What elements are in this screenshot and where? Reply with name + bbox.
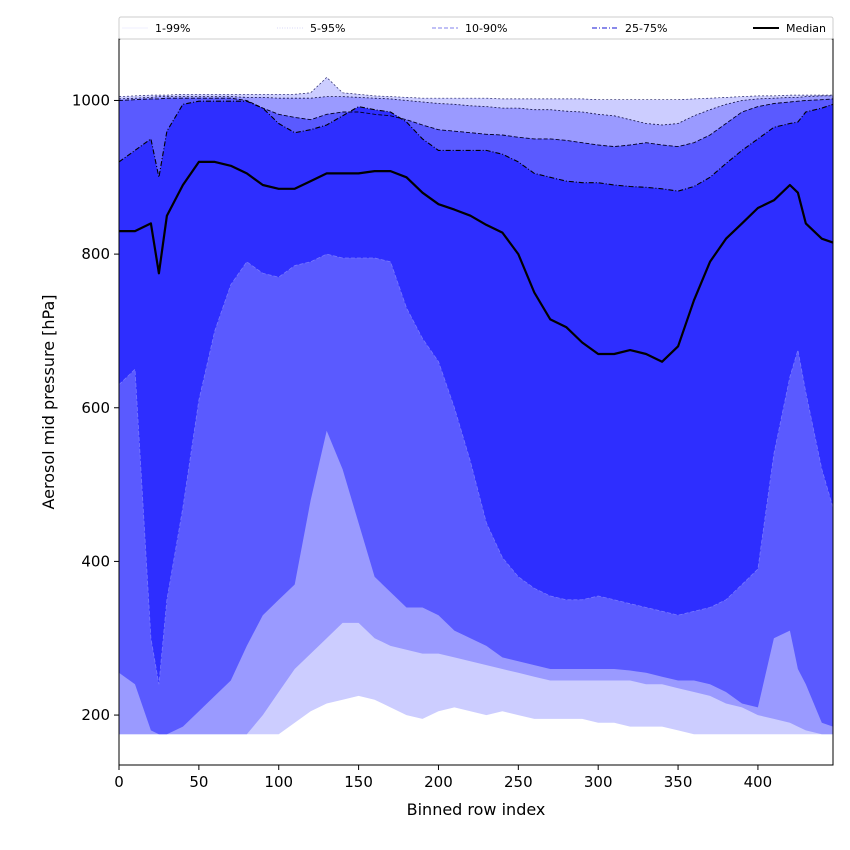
y-tick-label: 200: [81, 706, 110, 724]
y-axis-label: Aerosol mid pressure [hPa]: [39, 294, 58, 509]
edge-25-75-low: [119, 253, 833, 685]
edge-10-90-high: [119, 97, 833, 148]
edge-5-95-high: [119, 95, 833, 126]
legend-label: 1-99%: [155, 22, 190, 35]
y-tick-label: 400: [81, 552, 110, 570]
x-tick-label: 50: [189, 773, 208, 791]
axes: 0 50 100 150 200 250 300 350 400 200 400 600 800 1000: [72, 38, 834, 791]
x-tick-label: 250: [504, 773, 533, 791]
edge-1-99-high: [119, 76, 833, 101]
legend-label: Median: [786, 22, 826, 35]
y-tick-label: 1000: [72, 91, 110, 109]
legend-label: 5-95%: [310, 22, 345, 35]
band-25-75: [119, 101, 833, 685]
plot-area: [119, 76, 833, 735]
legend-label: 25-75%: [625, 22, 667, 35]
x-tick-label: 100: [264, 773, 293, 791]
x-axis-label: Binned row index: [407, 800, 546, 819]
x-tick-label: 200: [424, 773, 453, 791]
edge-25-75-high: [119, 100, 833, 192]
x-tick-label: 400: [744, 773, 773, 791]
x-tick-label: 350: [664, 773, 693, 791]
plot-clip-group: [119, 76, 833, 735]
legend-label: 10-90%: [465, 22, 507, 35]
legend: 1-99% 5-95% 10-90% 25-75% Median: [118, 16, 834, 40]
y-tick-label: 800: [81, 245, 110, 263]
x-tick-label: 300: [584, 773, 613, 791]
legend-box: [118, 16, 834, 40]
x-tick-label: 150: [344, 773, 373, 791]
median-line: [119, 160, 833, 363]
x-tick-label: 0: [114, 773, 124, 791]
y-tick-label: 600: [81, 399, 110, 417]
